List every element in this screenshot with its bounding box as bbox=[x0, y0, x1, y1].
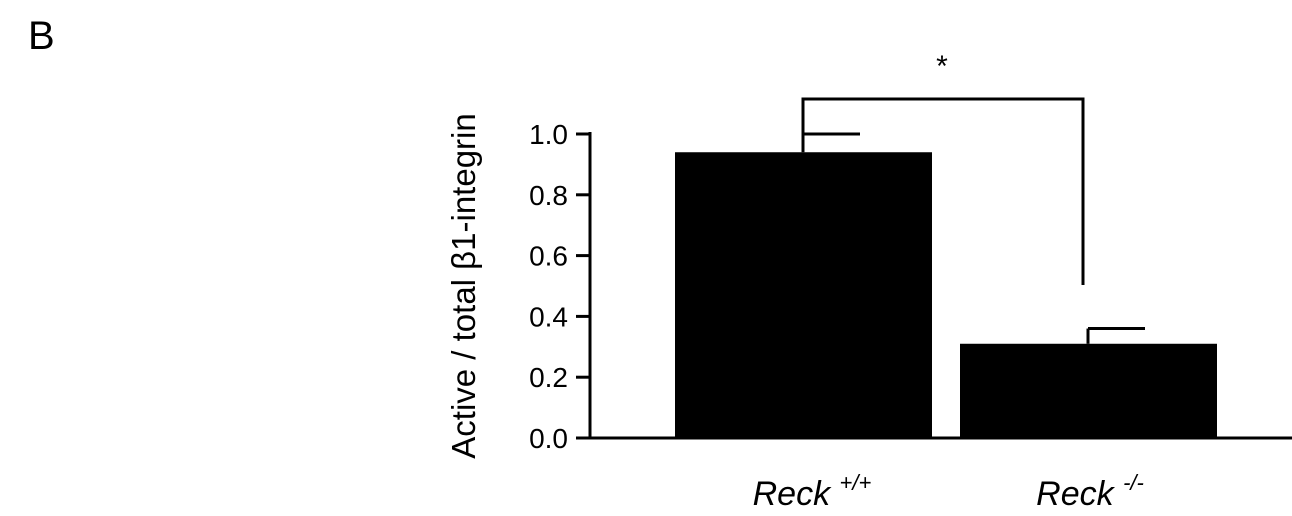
y-tick-label: 0.0 bbox=[529, 423, 568, 454]
y-tick-label: 1.0 bbox=[529, 119, 568, 150]
significance-marker: * bbox=[936, 50, 948, 83]
x-category-superscript: -/- bbox=[1123, 470, 1144, 495]
significance-bracket-line bbox=[801, 97, 1085, 285]
bars bbox=[675, 152, 1217, 439]
x-category-superscript: +/+ bbox=[840, 470, 872, 495]
error-bars bbox=[801, 132, 1145, 344]
significance-bracket: * bbox=[801, 50, 1085, 285]
y-tick-label: 0.6 bbox=[529, 241, 568, 272]
y-axis-label: Active / total β1-integrin bbox=[445, 113, 482, 458]
panel-label: B bbox=[28, 14, 55, 58]
y-tick-label: 0.4 bbox=[529, 301, 568, 332]
y-tick-label: 0.2 bbox=[529, 362, 568, 393]
bar bbox=[675, 152, 932, 439]
y-tick-label: 0.8 bbox=[529, 180, 568, 211]
x-category-label: Reck +/+ bbox=[753, 470, 872, 513]
labels: Reck +/+ Reck -/- Active / total β1-integr… bbox=[445, 113, 1144, 513]
bar bbox=[960, 343, 1217, 438]
x-category-label: Reck -/- bbox=[1036, 470, 1144, 513]
